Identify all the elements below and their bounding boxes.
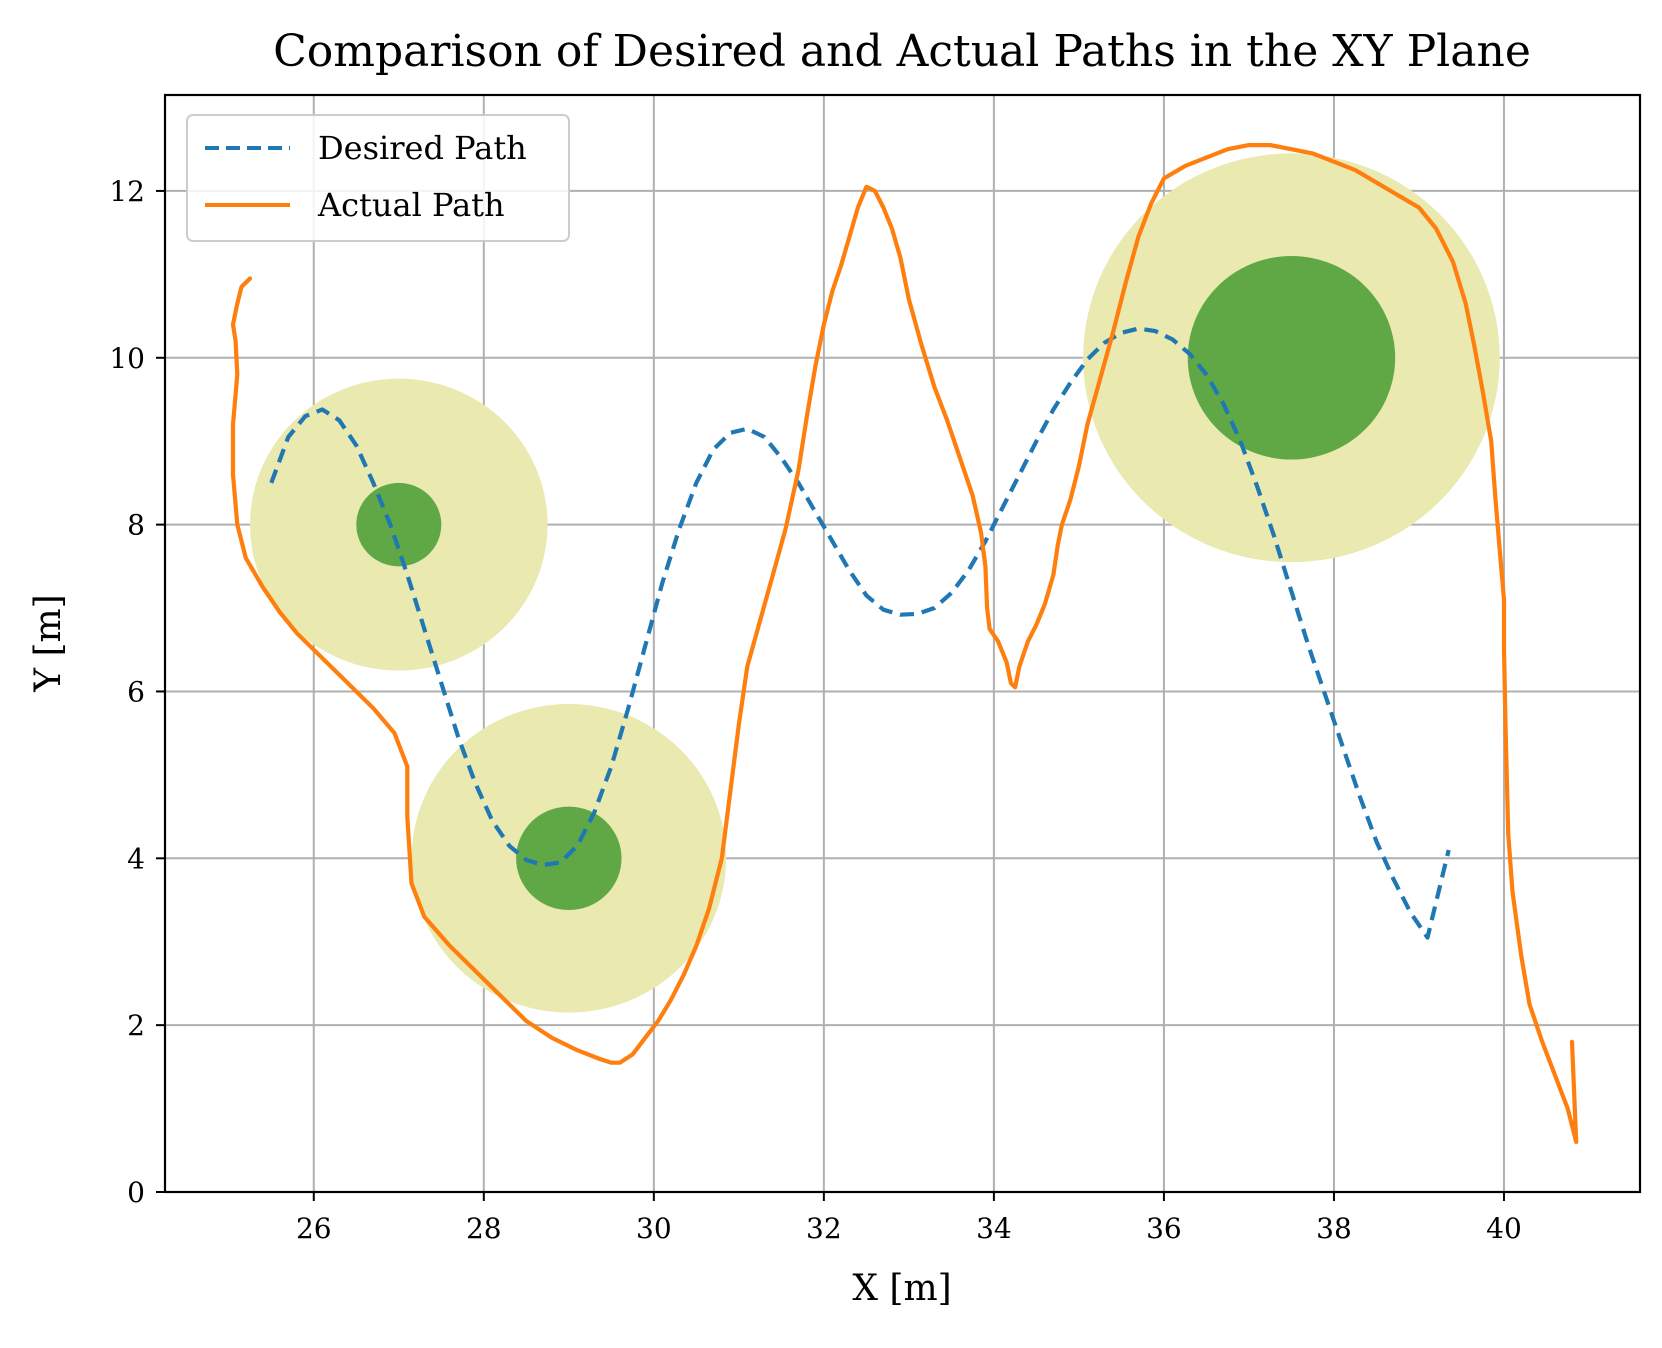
y-tick-label: 0 xyxy=(127,1176,145,1209)
obstacle-zones xyxy=(250,153,1500,1013)
x-tick-label: 28 xyxy=(466,1212,502,1245)
x-tick-label: 38 xyxy=(1316,1212,1352,1245)
series-lines xyxy=(230,143,1579,1145)
y-tick-label: 6 xyxy=(127,675,145,708)
legend-label-desired: Desired Path xyxy=(318,129,527,167)
obstacle-1-core xyxy=(356,482,442,567)
legend-box xyxy=(186,114,570,242)
y-tick-label: 2 xyxy=(127,1009,145,1042)
x-tick-label: 32 xyxy=(806,1212,842,1245)
axis-ticks: 26 28 30 32 34 36 38 40 0 2 4 6 8 10 12 xyxy=(109,175,1521,1245)
y-tick-label: 10 xyxy=(109,342,145,375)
plot-frame xyxy=(163,93,1642,1194)
legend: Desired Path Actual Path xyxy=(186,114,570,242)
actual-path-line xyxy=(230,143,1579,1145)
y-tick-label: 8 xyxy=(127,509,145,542)
obstacle-3-core xyxy=(1187,256,1396,460)
x-tick-label: 30 xyxy=(636,1212,672,1245)
x-tick-label: 36 xyxy=(1146,1212,1182,1245)
y-tick-label: 12 xyxy=(109,175,145,208)
x-tick-label: 40 xyxy=(1486,1212,1522,1245)
y-axis-label: Y [m] xyxy=(28,594,69,692)
legend-label-actual: Actual Path xyxy=(317,186,505,224)
x-axis-label: X [m] xyxy=(852,1268,951,1309)
x-tick-label: 26 xyxy=(296,1212,332,1245)
chart-title: Comparison of Desired and Actual Paths i… xyxy=(273,26,1531,77)
y-tick-label: 4 xyxy=(127,842,145,875)
desired-path-line xyxy=(269,326,1451,940)
x-tick-label: 34 xyxy=(976,1212,1012,1245)
obstacle-2-core xyxy=(516,806,622,911)
